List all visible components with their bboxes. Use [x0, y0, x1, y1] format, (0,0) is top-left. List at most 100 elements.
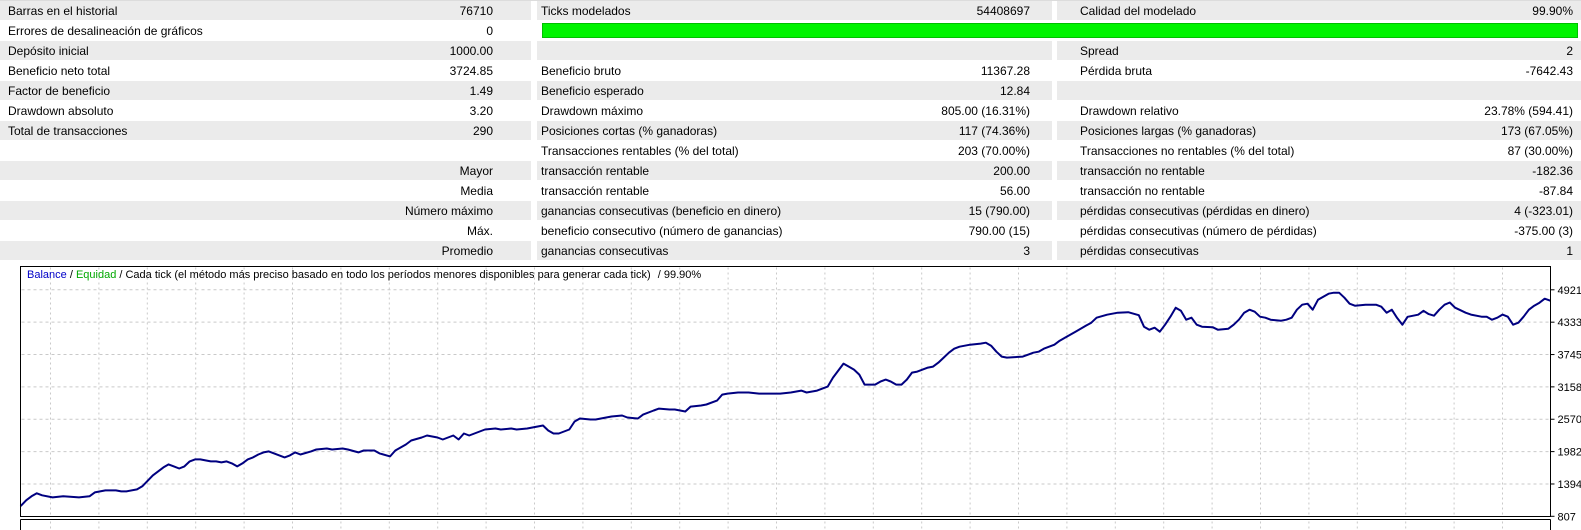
- stat-cell: Número máximo: [0, 201, 531, 220]
- stat-cell: Barras en el historial 76710: [0, 1, 531, 20]
- stat-value: Número máximo: [404, 203, 493, 218]
- stat-label: Errores de desalineación de gráficos: [8, 23, 203, 38]
- stat-cell: Beneficio neto total 3724.85: [0, 61, 531, 80]
- stat-label: Posiciones largas (% ganadoras): [1080, 123, 1257, 138]
- stat-cell: Transacciones rentables (% del total) 203…: [537, 141, 1052, 160]
- stat-label: transacción rentable: [541, 163, 650, 178]
- stat-cell: Calidad del modelado 99.90%: [1057, 1, 1581, 20]
- legend-separator: /: [116, 269, 126, 281]
- stat-label: Ticks modelados: [541, 3, 631, 18]
- stat-cell: Beneficio bruto 11367.28: [537, 61, 1052, 80]
- stat-label: Transacciones no rentables (% del total): [1080, 143, 1295, 158]
- stat-value: 117 (74.36%): [958, 123, 1030, 138]
- stat-cell: Drawdown absoluto 3.20: [0, 101, 531, 120]
- y-axis-label: 4333: [1558, 317, 1581, 329]
- table-row: Mayor transacción rentable 200.00 transacci…: [0, 161, 1581, 181]
- stat-label: Beneficio neto total: [8, 63, 111, 78]
- y-axis-label: 1982: [1558, 447, 1581, 459]
- stat-cell: [0, 141, 531, 160]
- stat-value: 11367.28: [980, 63, 1030, 78]
- legend-quality: / 99.90%: [657, 269, 702, 281]
- y-axis-label: 4921: [1558, 285, 1581, 297]
- stat-value: 3724.85: [449, 63, 493, 78]
- stat-label: Depósito inicial: [8, 43, 89, 58]
- stat-value: 56.00: [999, 183, 1030, 198]
- table-row: Beneficio neto total 3724.85 Beneficio bru…: [0, 61, 1581, 81]
- stat-cell: Posiciones cortas (% ganadoras) 117 (74.3…: [537, 121, 1052, 140]
- stat-cell: [537, 41, 1052, 60]
- stat-cell: Factor de beneficio 1.49: [0, 81, 531, 100]
- stat-label: pérdidas consecutivas: [1080, 243, 1199, 258]
- table-row: Máx. beneficio consecutivo (número de gan…: [0, 221, 1581, 241]
- table-row: Total de transacciones 290 Posiciones cort…: [0, 121, 1581, 141]
- balance-chart-canvas: 4921 4333 3745 3158 2570 1982 1394 807: [20, 266, 1581, 530]
- legend-balance: Balance: [27, 269, 67, 281]
- stat-cell: Depósito inicial 1000.00: [0, 41, 531, 60]
- stat-cell: ganancias consecutivas (beneficio en din…: [537, 201, 1052, 220]
- stat-cell: ganancias consecutivas 3: [537, 241, 1052, 260]
- stat-cell: pérdidas consecutivas 1: [1057, 241, 1581, 260]
- legend-separator: /: [66, 269, 76, 281]
- stat-cell: Drawdown relativo 23.78% (594.41): [1057, 101, 1581, 120]
- stat-label: Total de transacciones: [8, 123, 128, 138]
- chart-legend: Balance / Equidad / Cada tick (el método…: [27, 269, 701, 281]
- stat-label: Pérdida bruta: [1080, 63, 1153, 78]
- stat-value: 15 (790.00): [968, 203, 1030, 218]
- table-row: Promedio ganancias consecutivas 3 pérdidas …: [0, 241, 1581, 261]
- stat-cell: Promedio: [0, 241, 531, 260]
- stat-label: Factor de beneficio: [8, 83, 111, 98]
- stat-label: Posiciones cortas (% ganadoras): [541, 123, 718, 138]
- legend-equity: Equidad: [75, 269, 117, 281]
- stat-label: Drawdown absoluto: [8, 103, 114, 118]
- legend-model-description: Cada tick (el método más preciso basado …: [125, 269, 651, 281]
- stat-value: 1.49: [469, 83, 493, 98]
- stat-cell: Máx.: [0, 221, 531, 240]
- stat-cell: transacción no rentable -87.84: [1057, 181, 1581, 200]
- stat-value: 2: [1566, 43, 1573, 58]
- stat-label: Beneficio esperado: [541, 83, 644, 98]
- stat-label: transacción no rentable: [1080, 163, 1205, 178]
- stat-value: 99.90%: [1532, 3, 1573, 18]
- stat-cell: Errores de desalineación de gráficos 0: [0, 21, 531, 40]
- stat-cell: pérdidas consecutivas (número de pérdida…: [1057, 221, 1581, 240]
- table-row: Número máximo ganancias consecutivas (ben…: [0, 201, 1581, 221]
- stat-value: -375.00 (3): [1514, 223, 1573, 238]
- stat-value: 0: [486, 23, 493, 38]
- stat-label: Calidad del modelado: [1080, 3, 1197, 18]
- stat-value: -182.36: [1532, 163, 1573, 178]
- y-axis-label: 807: [1558, 511, 1576, 523]
- stat-value: Media: [460, 183, 493, 198]
- stat-cell: Media: [0, 181, 531, 200]
- stat-value: 54408697: [976, 3, 1030, 18]
- y-axis-label: 2570: [1558, 414, 1581, 426]
- stat-value: 1: [1566, 243, 1573, 258]
- y-axis-label: 3158: [1558, 382, 1581, 394]
- modelling-quality-bar: [542, 23, 1578, 38]
- stat-label: ganancias consecutivas: [541, 243, 669, 258]
- stat-value: 76710: [459, 3, 493, 18]
- y-axis-label: 1394: [1558, 479, 1581, 491]
- stat-label: transacción rentable: [541, 183, 650, 198]
- stat-label: Transacciones rentables (% del total): [541, 143, 739, 158]
- stat-cell: Mayor: [0, 161, 531, 180]
- stat-value: 23.78% (594.41): [1484, 103, 1573, 118]
- modelling-quality-cell: [537, 21, 1581, 40]
- stat-value: 790.00 (15): [968, 223, 1030, 238]
- table-row: Drawdown absoluto 3.20 Drawdown máximo 805.…: [0, 101, 1581, 121]
- stat-value: 805.00 (16.31%): [941, 103, 1030, 118]
- table-row: Depósito inicial 1000.00 Spread 2: [0, 41, 1581, 61]
- stat-cell: Ticks modelados 54408697: [537, 1, 1052, 20]
- stat-label: Beneficio bruto: [541, 63, 622, 78]
- stat-cell: transacción no rentable -182.36: [1057, 161, 1581, 180]
- stat-value: 1000.00: [449, 43, 493, 58]
- stat-value: Máx.: [466, 223, 493, 238]
- stat-cell: Beneficio esperado 12.84: [537, 81, 1052, 100]
- stat-cell: Spread 2: [1057, 41, 1581, 60]
- stat-cell: Posiciones largas (% ganadoras) 173 (67.0…: [1057, 121, 1581, 140]
- stat-value: 290: [472, 123, 493, 138]
- stat-cell: beneficio consecutivo (número de gananci…: [537, 221, 1052, 240]
- stat-value: 3: [1023, 243, 1030, 258]
- stat-label: ganancias consecutivas (beneficio en din…: [541, 203, 782, 218]
- table-row: Errores de desalineación de gráficos 0: [0, 21, 1581, 41]
